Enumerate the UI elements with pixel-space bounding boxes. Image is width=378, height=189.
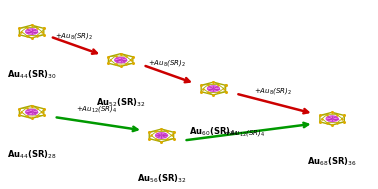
Text: Au$_{44}$(SR)$_{28}$: Au$_{44}$(SR)$_{28}$: [7, 149, 56, 161]
Text: +Au$_{12}$(SR)$_4$: +Au$_{12}$(SR)$_4$: [76, 105, 117, 115]
Text: Au$_{44}$(SR)$_{30}$: Au$_{44}$(SR)$_{30}$: [7, 68, 56, 81]
Polygon shape: [149, 129, 174, 142]
Polygon shape: [19, 106, 44, 118]
Text: Au$_{52}$(SR)$_{32}$: Au$_{52}$(SR)$_{32}$: [96, 97, 145, 109]
Text: +Au$_{12}$(SR)$_4$: +Au$_{12}$(SR)$_4$: [224, 128, 266, 138]
Text: Au$_{56}$(SR)$_{32}$: Au$_{56}$(SR)$_{32}$: [137, 172, 186, 185]
Polygon shape: [108, 54, 133, 66]
Text: Au$_{60}$(SR)$_{34}$: Au$_{60}$(SR)$_{34}$: [189, 125, 238, 138]
Polygon shape: [26, 109, 37, 115]
Polygon shape: [208, 86, 219, 91]
Polygon shape: [26, 29, 37, 34]
Text: +Au$_8$(SR)$_2$: +Au$_8$(SR)$_2$: [148, 58, 186, 68]
Polygon shape: [320, 112, 344, 125]
Polygon shape: [19, 25, 44, 38]
Text: Au$_{68}$(SR)$_{36}$: Au$_{68}$(SR)$_{36}$: [307, 156, 357, 168]
Text: +Au$_8$(SR)$_2$: +Au$_8$(SR)$_2$: [254, 86, 292, 96]
Polygon shape: [326, 116, 338, 121]
Polygon shape: [155, 133, 167, 138]
Polygon shape: [201, 82, 226, 95]
Text: +Au$_8$(SR)$_2$: +Au$_8$(SR)$_2$: [55, 31, 93, 41]
Polygon shape: [115, 57, 127, 63]
